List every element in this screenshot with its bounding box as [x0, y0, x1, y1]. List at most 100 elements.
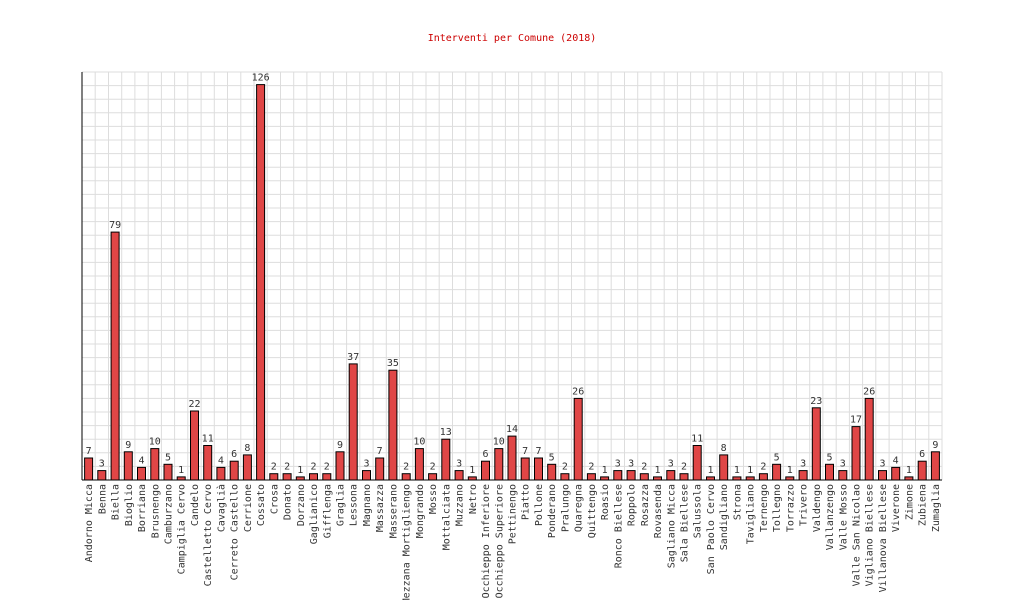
data-label: 8: [721, 443, 727, 454]
x-tick-label: Biella: [111, 484, 122, 520]
bar: [930, 451, 940, 481]
bar: [401, 473, 411, 481]
x-tick-label: Piatto: [521, 484, 532, 520]
bar: [295, 476, 305, 481]
data-label: 13: [440, 427, 452, 438]
x-tick-label: Brusnengo: [150, 484, 161, 538]
data-label: 5: [165, 452, 171, 463]
data-label: 1: [297, 465, 303, 476]
x-tick-label: Pollone: [534, 484, 545, 526]
bar: [507, 435, 517, 481]
x-tick-label: Vallanzengo: [825, 484, 836, 550]
x-tick-label: Rosazza: [640, 484, 651, 526]
bar: [904, 476, 914, 481]
x-tick-label: Magnano: [362, 484, 373, 526]
data-label: 26: [863, 386, 875, 397]
x-tick-label: Gaglianico: [309, 484, 320, 544]
bar: [772, 463, 782, 481]
bar: [719, 454, 729, 481]
data-label: 7: [535, 446, 541, 457]
grid: [81, 71, 943, 481]
x-tick-label: Muzzano: [455, 484, 466, 526]
data-label: 2: [324, 462, 330, 473]
x-tick-label: Pralungo: [560, 484, 571, 532]
bar: [825, 463, 834, 481]
bar: [626, 470, 636, 481]
data-label: 8: [244, 443, 250, 454]
bar: [547, 463, 557, 481]
data-label: 6: [919, 449, 925, 460]
bar: [348, 363, 358, 481]
bar: [322, 473, 332, 481]
data-label: 9: [337, 440, 343, 451]
bar: [216, 466, 226, 481]
bar: [600, 476, 610, 481]
data-label: 10: [149, 437, 161, 448]
bar: [838, 470, 848, 481]
bar: [785, 476, 795, 481]
x-tick-label: San Paolo Cervo: [706, 484, 717, 574]
bar: [732, 476, 742, 481]
x-tick-label: Torrazzo: [785, 484, 796, 532]
bar: [851, 426, 861, 481]
bar: [309, 473, 318, 481]
x-tick-label: Castelletto Cervo: [203, 484, 214, 586]
data-label: 35: [387, 358, 399, 369]
data-label: 4: [218, 455, 224, 466]
bar: [242, 454, 252, 481]
data-label: 26: [572, 386, 584, 397]
x-tick-label: Zimone: [904, 484, 915, 520]
data-label: 2: [403, 462, 409, 473]
data-label: 11: [691, 434, 703, 445]
data-label: 3: [363, 459, 369, 470]
bar: [362, 470, 371, 481]
data-label: 1: [707, 465, 713, 476]
x-tick-label: Zumaglia: [931, 484, 942, 532]
data-label: 5: [774, 452, 780, 463]
x-tick-label: Sala Biellese: [680, 484, 691, 562]
x-tick-label: Mezzana Mortigliengo: [402, 484, 413, 600]
bar: [560, 473, 570, 481]
bar: [269, 473, 279, 481]
x-tick-label: Tavigliano: [746, 484, 757, 544]
x-tick-label: Zubiena: [918, 484, 929, 526]
data-label: 7: [377, 446, 383, 457]
x-tick-label: Roppolo: [627, 484, 638, 526]
data-label: 2: [588, 462, 594, 473]
x-tick-label: Valdengo: [812, 484, 823, 532]
x-tick-label: Cerrione: [243, 484, 254, 532]
bar: [586, 473, 596, 481]
bar: [692, 445, 702, 481]
bar: [441, 438, 451, 481]
data-label: 1: [906, 465, 912, 476]
data-label: 2: [641, 462, 647, 473]
data-label: 1: [654, 465, 660, 476]
data-label: 5: [549, 452, 555, 463]
bar: [163, 463, 173, 481]
x-tick-label: Valle San Nicolao: [852, 484, 863, 586]
bar: [758, 473, 768, 481]
data-label: 17: [850, 415, 862, 426]
data-label: 1: [787, 465, 793, 476]
x-tick-label: Ronco Biellese: [613, 484, 624, 568]
bar: [428, 473, 438, 481]
data-label: 1: [469, 465, 475, 476]
bar: [256, 84, 266, 481]
bar: [891, 466, 901, 481]
x-tick-label: Bioglio: [124, 484, 135, 526]
x-tick-label: Sagliano Micca: [666, 484, 677, 568]
bar: [573, 397, 583, 481]
data-label: 1: [734, 465, 740, 476]
data-label: 6: [231, 449, 237, 460]
data-label: 14: [506, 424, 518, 435]
bar: [467, 476, 477, 481]
data-label: 126: [252, 73, 270, 84]
x-tick-label: Strona: [732, 484, 743, 520]
data-label: 2: [430, 462, 436, 473]
bars: [84, 84, 940, 481]
bar: [229, 460, 239, 481]
bar: [190, 410, 199, 481]
bar: [137, 466, 146, 481]
